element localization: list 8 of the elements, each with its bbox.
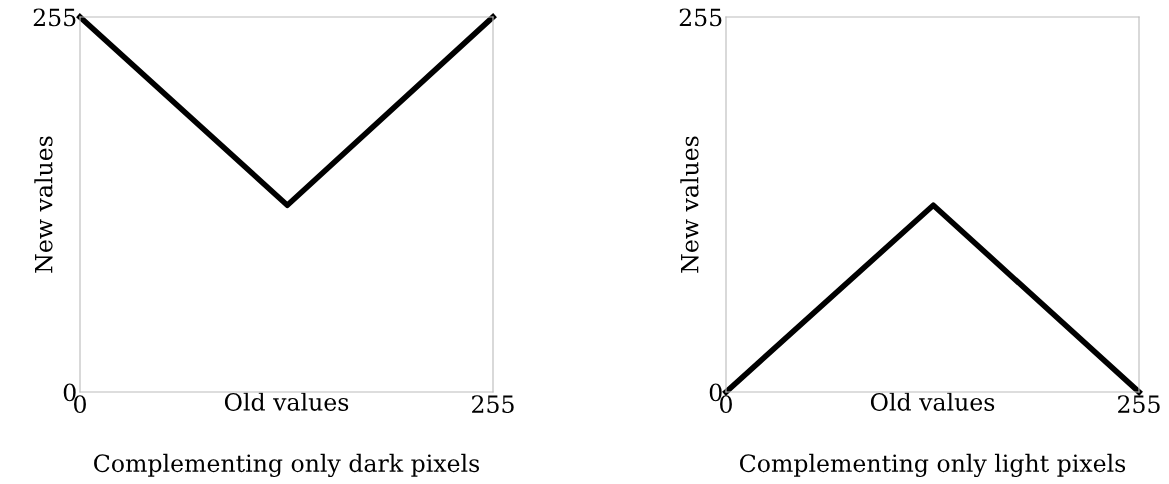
- x-tick-label: 255: [472, 395, 514, 414]
- y-axis-title: New values: [680, 136, 699, 273]
- x-axis-title: Old values: [224, 392, 349, 411]
- text: Complementing only dark pixels: [94, 453, 480, 478]
- text: Complementing only light pixels: [740, 453, 1126, 478]
- y-axis-title: New values: [34, 136, 53, 273]
- x-axis-title: Old values: [870, 392, 995, 411]
- x-tick-label: 255: [1118, 395, 1160, 414]
